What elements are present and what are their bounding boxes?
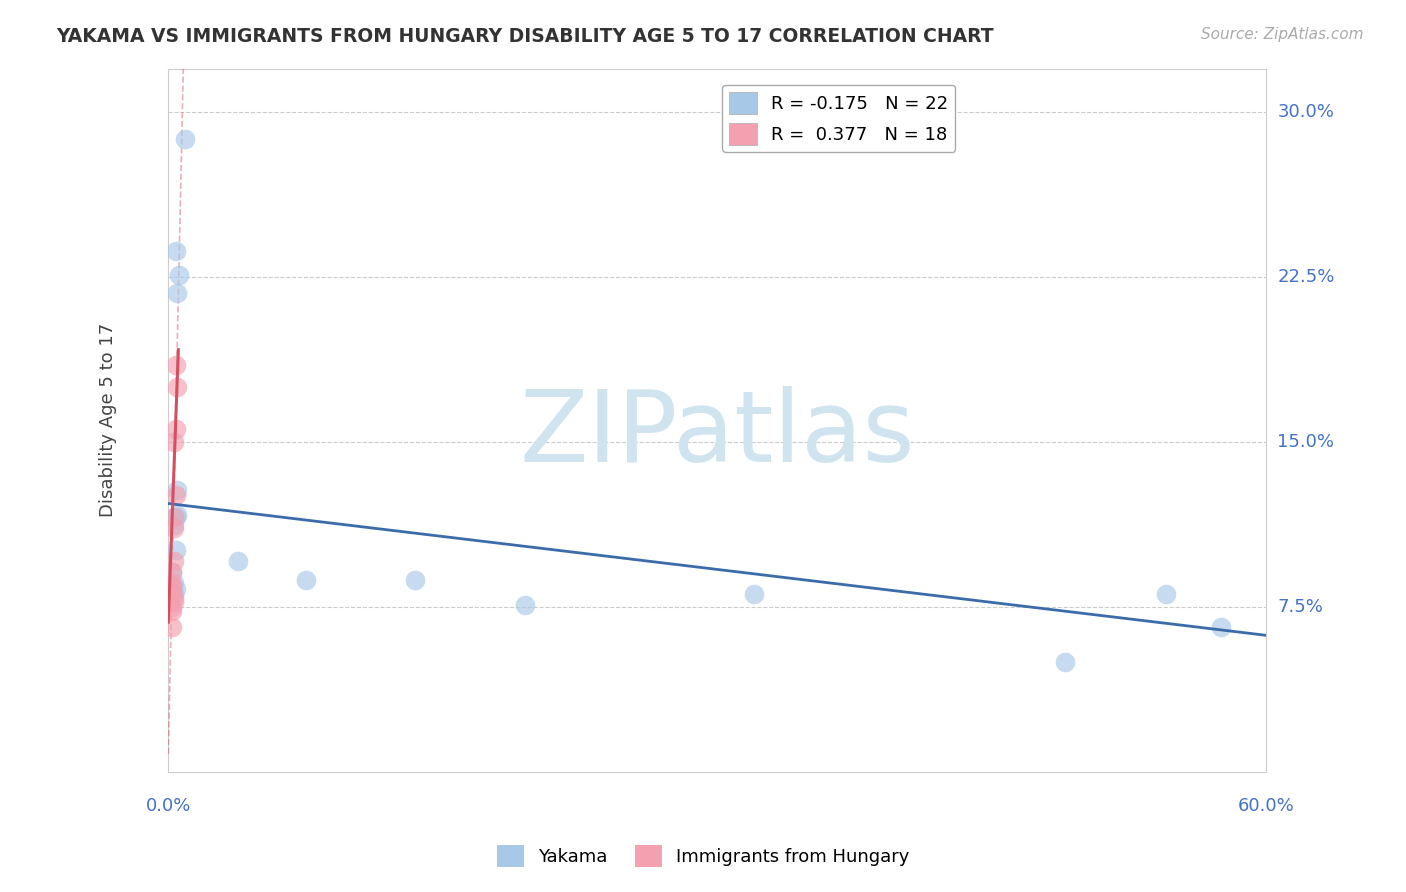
Point (163, 595, 186, 609)
Point (173, 132, 195, 146)
Point (165, 488, 187, 502)
Point (160, 586, 183, 600)
Point (163, 521, 186, 535)
Point (294, 574, 316, 588)
Text: Source: ZipAtlas.com: Source: ZipAtlas.com (1201, 27, 1364, 42)
Point (163, 586, 186, 600)
Point (160, 565, 183, 579)
Point (160, 599, 183, 614)
Point (166, 483, 188, 498)
Point (1053, 655, 1076, 669)
Point (160, 565, 183, 579)
Text: 22.5%: 22.5% (1278, 268, 1334, 286)
Point (513, 598, 536, 612)
Point (163, 435, 186, 450)
Point (160, 604, 183, 618)
Point (160, 582, 183, 597)
Point (404, 574, 426, 588)
Point (226, 554, 249, 568)
Point (165, 582, 187, 597)
Legend: R = -0.175   N = 22, R =  0.377   N = 18: R = -0.175 N = 22, R = 0.377 N = 18 (723, 85, 955, 153)
Point (160, 582, 183, 597)
Point (165, 422, 187, 436)
Point (1209, 619, 1232, 633)
Text: 15.0%: 15.0% (1278, 433, 1334, 451)
Point (160, 575, 183, 590)
Text: 7.5%: 7.5% (1278, 598, 1323, 615)
Point (166, 508, 188, 522)
Point (163, 554, 186, 568)
Point (165, 542, 187, 557)
Point (166, 285, 188, 300)
Point (160, 619, 183, 633)
Text: YAKAMA VS IMMIGRANTS FROM HUNGARY DISABILITY AGE 5 TO 17 CORRELATION CHART: YAKAMA VS IMMIGRANTS FROM HUNGARY DISABI… (56, 27, 994, 45)
Point (163, 509, 186, 524)
Text: ZIPatlas: ZIPatlas (520, 385, 915, 483)
Point (165, 509, 187, 524)
Text: Disability Age 5 to 17: Disability Age 5 to 17 (98, 323, 117, 517)
Point (742, 586, 765, 600)
Text: 60.0%: 60.0% (1237, 797, 1295, 814)
Point (166, 380, 188, 394)
Point (163, 575, 186, 590)
Point (163, 518, 186, 533)
Point (163, 591, 186, 605)
Point (1154, 586, 1177, 600)
Point (160, 580, 183, 594)
Text: 30.0%: 30.0% (1278, 103, 1334, 121)
Point (165, 358, 187, 372)
Point (165, 244, 187, 258)
Text: 0.0%: 0.0% (146, 797, 191, 814)
Legend: Yakama, Immigrants from Hungary: Yakama, Immigrants from Hungary (489, 838, 917, 874)
Point (169, 268, 191, 282)
